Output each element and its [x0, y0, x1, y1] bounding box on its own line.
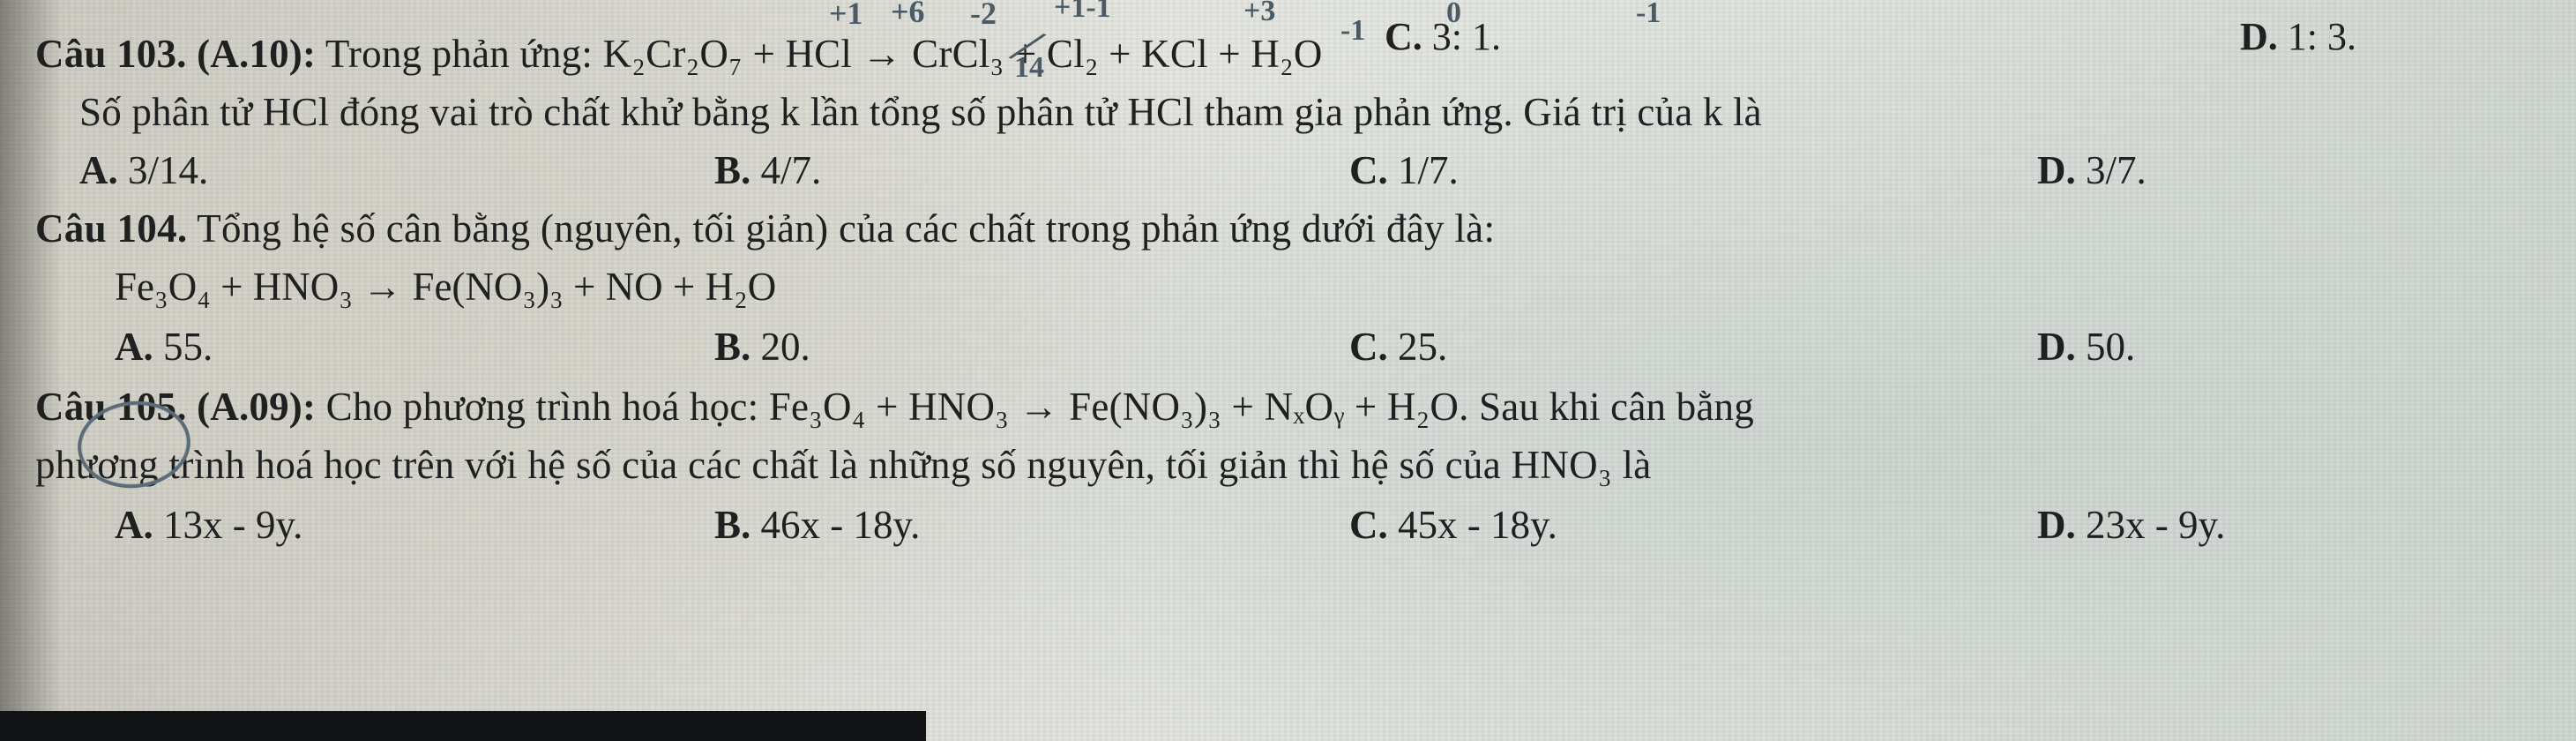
q103-option-a: A. 3/14. [79, 141, 714, 199]
q103-option-a-label: A. [79, 148, 118, 192]
q105-option-a: A. 13x - 9y. [115, 494, 714, 556]
q104-line1: Câu 104. Tổng hệ số cân bằng (nguyên, tố… [35, 199, 2550, 258]
q103-options: A. 3/14. B. 4/7. C. 1/7. D. 3/7. [35, 141, 2550, 199]
prev-option-d: D. 1: 3. [2240, 9, 2505, 53]
q105-option-d-label: D. [2037, 503, 2076, 547]
prev-option-c-label: C. [1385, 15, 1422, 58]
prev-option-d-label: D. [2240, 15, 2278, 58]
q105-equation: Fe₃O₄ + HNO₃ → Fe(NO₃)₃ + NₓOᵧ + H₂O [769, 385, 1459, 429]
q103-option-b: B. 4/7. [714, 141, 1349, 199]
q103-option-b-label: B. [714, 148, 750, 192]
q104-option-c-text: 25. [1398, 325, 1447, 369]
q105-options: A. 13x - 9y. B. 46x - 18y. C. 45x - 18y.… [35, 494, 2550, 556]
q104-option-a-text: 55. [163, 325, 213, 369]
q104-option-b-text: 20. [761, 325, 810, 369]
q104-option-b-label: B. [714, 325, 750, 369]
q105-line2: phương trình hoá học trên với hệ số của … [35, 436, 2550, 494]
q105-option-c-label: C. [1349, 503, 1388, 547]
q105-option-b-label: B. [714, 503, 750, 547]
q103-option-d-label: D. [2037, 148, 2076, 192]
q105-option-b-text: 46x - 18y. [761, 503, 921, 547]
q103-option-d: D. 3/7. [2037, 141, 2478, 199]
q103-line2: Số phân tử HCl đóng vai trò chất khử bằn… [35, 83, 2550, 141]
q105-option-b: B. 46x - 18y. [714, 494, 1349, 556]
q104-equation: Fe₃O₄ + HNO₃ → Fe(NO₃)₃ + NO + H₂O [115, 265, 776, 309]
q105-label: Câu 105. (A.09): [35, 385, 316, 429]
q105-option-c-text: 45x - 18y. [1398, 503, 1557, 547]
q105-line2-text: phương trình hoá học trên với hệ số của … [35, 443, 1652, 487]
q103-option-c-label: C. [1349, 148, 1388, 192]
q103-option-b-text: 4/7. [761, 148, 822, 192]
q104-option-d-label: D. [2037, 325, 2076, 369]
q104-option-a: A. 55. [115, 316, 714, 378]
q104-option-c: C. 25. [1349, 316, 2037, 378]
q103-option-a-text: 3/14. [128, 148, 208, 192]
q104-option-c-label: C. [1349, 325, 1388, 369]
q104-option-b: B. 20. [714, 316, 1349, 378]
q104-options: A. 55. B. 20. C. 25. D. 50. [35, 316, 2550, 378]
q105-option-d-text: 23x - 9y. [2086, 503, 2225, 547]
q103-line2-text: Số phân tử HCl đóng vai trò chất khử bằn… [79, 90, 1762, 134]
prev-option-c-text: 3: 1. [1432, 15, 1501, 58]
q104-option-a-label: A. [115, 325, 153, 369]
q104-label: Câu 104. [35, 206, 187, 251]
q105-line1: Câu 105. (A.09): Cho phương trình hoá họ… [35, 378, 2550, 436]
bottom-dark-bar [0, 711, 926, 741]
prev-question-options-fragment: C. 3: 1. D. 1: 3. [35, 9, 2550, 53]
q103-option-c: C. 1/7. [1349, 141, 2037, 199]
q105-option-a-label: A. [115, 503, 153, 547]
prev-option-d-text: 1: 3. [2288, 15, 2356, 58]
q104-option-d-text: 50. [2086, 325, 2135, 369]
q104-equation-line: Fe₃O₄ + HNO₃ → Fe(NO₃)₃ + NO + H₂O [35, 258, 2550, 316]
q103-option-c-text: 1/7. [1398, 148, 1459, 192]
q105-option-c: C. 45x - 18y. [1349, 494, 2037, 556]
q103-option-d-text: 3/7. [2086, 148, 2147, 192]
q105-option-a-text: 13x - 9y. [163, 503, 302, 547]
q104-option-d: D. 50. [2037, 316, 2478, 378]
q105-lead: Cho phương trình hoá học: [316, 385, 769, 429]
q105-tail: . Sau khi cân bằng [1459, 385, 1754, 429]
q104-lead: Tổng hệ số cân bằng (nguyên, tối giản) c… [187, 206, 1495, 251]
prev-option-c: C. 3: 1. [1385, 9, 1878, 53]
q105-option-d: D. 23x - 9y. [2037, 494, 2478, 556]
